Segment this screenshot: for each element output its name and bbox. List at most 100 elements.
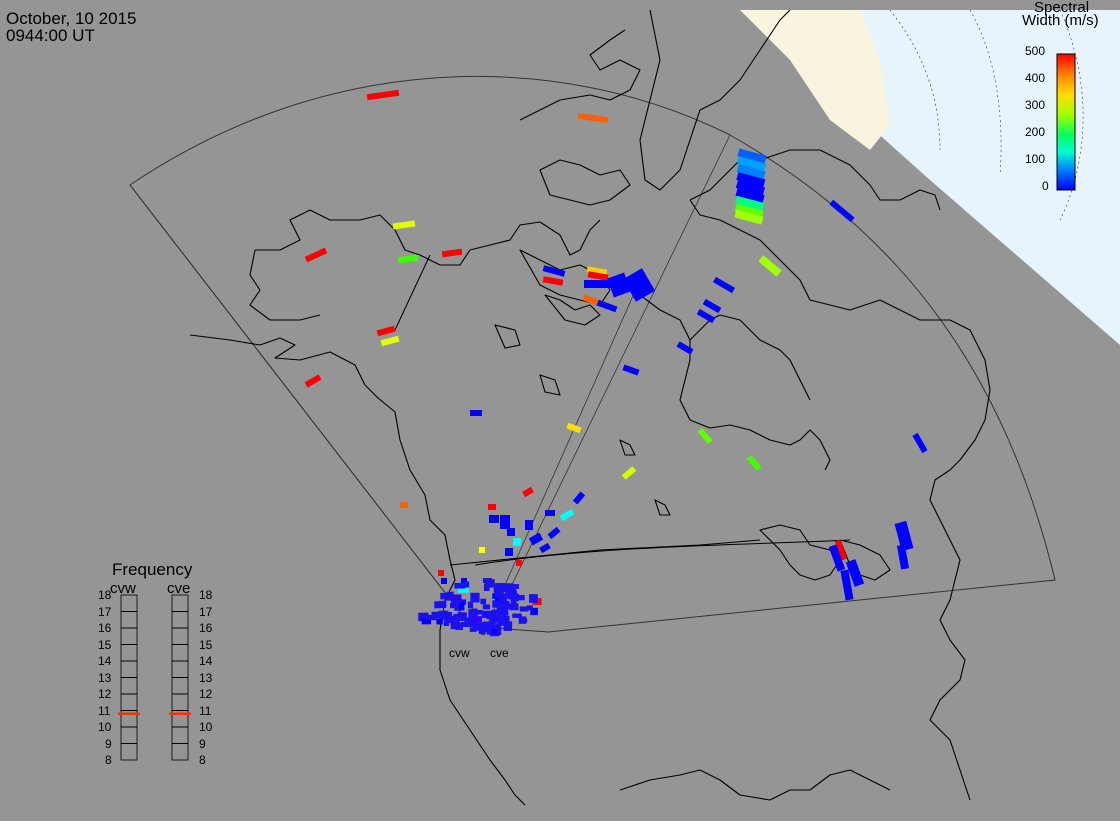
echo-cell	[828, 544, 846, 572]
echo-cell	[896, 544, 910, 570]
frequency-tick-label: 12	[98, 687, 112, 701]
echo-cell	[734, 203, 764, 219]
frequency-tick-label: 8	[105, 753, 112, 767]
time-label: 0944:00 UT	[6, 26, 95, 45]
echo-cell	[477, 622, 486, 627]
echo-cell	[485, 621, 495, 627]
colorbar-tick-label: 300	[1025, 98, 1046, 112]
frequency-tick-label: 10	[199, 720, 213, 734]
echo-cell	[528, 532, 544, 546]
echo-cell	[516, 560, 522, 566]
echo-cell	[526, 605, 533, 611]
colorbar-tick-label: 200	[1025, 125, 1046, 139]
echo-cell	[376, 325, 396, 337]
frequency-tick-label: 18	[199, 588, 213, 602]
frequency-tick-label: 16	[98, 621, 112, 635]
echo-cell	[462, 581, 470, 588]
frequency-tick-label: 11	[98, 703, 111, 718]
echo-cell	[468, 609, 478, 618]
echo-cell	[500, 615, 506, 624]
echo-cell	[746, 454, 762, 472]
echo-cell	[503, 623, 512, 631]
echo-cell	[450, 621, 459, 630]
frequency-tick-label: 15	[98, 637, 112, 652]
echo-cell	[449, 615, 457, 624]
echo-cell	[491, 628, 498, 635]
echo-cell	[492, 610, 501, 618]
echo-cell	[446, 591, 454, 600]
echo-cell	[572, 491, 586, 505]
echo-data	[304, 89, 928, 637]
echo-cell	[697, 427, 713, 445]
echo-cell	[366, 89, 400, 101]
echo-cell	[495, 583, 506, 593]
echo-cell	[400, 502, 408, 508]
echo-cell	[489, 615, 500, 623]
frequency-tick-label: 13	[98, 670, 112, 685]
echo-cell	[480, 598, 487, 605]
echo-cell	[445, 615, 452, 623]
echo-cell	[498, 593, 507, 603]
echo-cell	[431, 611, 443, 619]
frequency-tick-label: 18	[98, 588, 112, 602]
echo-cell	[577, 112, 609, 124]
site-label-cvw: cvw	[449, 646, 470, 660]
echo-cell	[737, 148, 767, 164]
echo-cell	[542, 265, 566, 277]
echo-cell	[622, 268, 656, 302]
colorbar	[1056, 53, 1076, 191]
echo-cell	[676, 341, 694, 355]
echo-cell	[486, 610, 497, 618]
date-label: October, 10 2015	[6, 9, 137, 28]
echo-cell	[529, 594, 538, 603]
frequency-bars	[118, 594, 191, 761]
echo-cell	[539, 542, 551, 554]
echo-cell	[559, 508, 575, 522]
echo-cell	[845, 559, 865, 587]
echo-cell	[438, 611, 446, 620]
echo-cell	[450, 594, 462, 602]
echo-cell	[507, 590, 517, 600]
echo-cell	[304, 374, 322, 388]
frequency-tick-label: 15	[199, 637, 213, 652]
echo-cell	[436, 619, 443, 625]
colorbar-tick-label: 100	[1025, 152, 1046, 166]
polar-grid	[889, 9, 1084, 221]
echo-cell	[758, 255, 782, 277]
echo-cell	[304, 247, 328, 263]
echo-cell	[439, 610, 449, 615]
echo-cell	[522, 486, 534, 498]
echo-cell	[736, 172, 766, 188]
echo-cell	[496, 602, 503, 611]
echo-cell	[509, 603, 519, 611]
echo-cell	[441, 248, 463, 258]
echo-cell	[507, 528, 515, 536]
land-cap	[740, 10, 890, 150]
echo-cell	[482, 604, 491, 610]
frequency-tick-label: 9	[105, 736, 112, 751]
echo-cell	[586, 266, 608, 276]
echo-cell	[454, 613, 460, 624]
frequency-tick-label: 14	[98, 654, 112, 668]
colorbar-tick-label: 0	[1042, 179, 1049, 193]
echo-cell	[472, 616, 482, 623]
echo-cell	[461, 578, 467, 584]
echo-cell	[503, 615, 510, 622]
echo-cell	[834, 539, 848, 561]
frequency-tick-label: 8	[199, 753, 206, 767]
echo-cell	[495, 616, 502, 622]
echo-cell	[736, 164, 766, 180]
echo-cell	[702, 298, 722, 314]
echo-cell	[505, 548, 513, 556]
frequency-tick-label: 9	[199, 736, 206, 751]
echo-cell	[517, 595, 524, 600]
echo-cell	[479, 547, 485, 553]
echo-cell	[481, 610, 489, 618]
echo-cell	[584, 280, 612, 288]
echo-cell	[470, 592, 480, 603]
frequency-tick-label: 13	[199, 670, 213, 685]
echo-cell	[420, 613, 427, 619]
echo-cell	[497, 619, 506, 626]
frequency-title: Frequency	[112, 560, 193, 579]
echo-cell	[829, 199, 855, 223]
